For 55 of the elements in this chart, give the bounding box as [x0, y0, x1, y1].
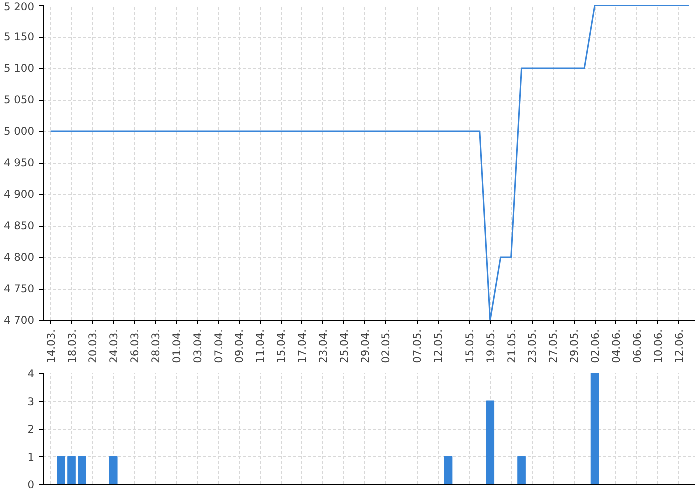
y-tick-label: 3 — [28, 395, 34, 408]
x-tick-label: 02.06. — [589, 329, 602, 364]
x-tick-label: 14.03. — [44, 329, 58, 364]
x-tick-label: 07.05. — [411, 329, 424, 364]
y-tick-label: 4 950 — [4, 156, 35, 170]
x-tick-label: 07.04. — [212, 329, 226, 364]
x-tick-label: 12.05. — [432, 329, 446, 364]
y-tick-label: 5 050 — [4, 94, 35, 106]
x-tick-label: 19.05. — [484, 329, 498, 364]
x-tick-label: 03.04. — [191, 329, 204, 364]
bar — [518, 456, 526, 484]
x-tick-label: 09.04. — [233, 329, 246, 364]
y-tick-label: 5 150 — [4, 30, 35, 44]
line-series — [50, 6, 690, 320]
x-tick-label: 24.03. — [108, 329, 121, 364]
bar — [444, 456, 453, 484]
x-tick-label: 10.06. — [652, 329, 665, 364]
bar — [486, 400, 495, 484]
x-tick-label: 12.06. — [672, 329, 686, 364]
x-tick-label: 29.05. — [568, 329, 582, 364]
bar — [78, 456, 86, 484]
y-tick-label: 4 — [28, 368, 35, 380]
y-tick-label: 4 900 — [4, 188, 35, 201]
x-tick-label: 11.04. — [254, 329, 268, 364]
x-tick-label: 27.05. — [547, 329, 560, 364]
x-tick-label: 18.03. — [66, 329, 79, 364]
x-tick-label: 25.04. — [338, 329, 351, 364]
bar — [57, 456, 66, 484]
y-tick-label: 5 000 — [4, 125, 35, 138]
x-tick-label: 23.04. — [316, 329, 330, 364]
x-tick-label: 02.05. — [380, 329, 393, 364]
x-tick-label: 01.04. — [170, 329, 184, 364]
y-tick-label: 4 800 — [4, 251, 35, 264]
bar — [109, 456, 118, 484]
y-tick-label: 0 — [28, 478, 35, 492]
y-tick-label: 4 850 — [4, 220, 35, 232]
y-tick-label: 4 700 — [4, 314, 35, 327]
x-tick-label: 26.03. — [128, 329, 142, 364]
x-tick-label: 23.05. — [526, 329, 540, 364]
bar — [68, 456, 76, 484]
x-tick-label: 29.04. — [358, 329, 372, 364]
x-tick-label: 28.03. — [149, 329, 162, 364]
y-tick-label: 4 750 — [4, 282, 35, 296]
x-tick-label: 06.06. — [630, 329, 644, 364]
y-tick-label: 5 100 — [4, 62, 35, 75]
x-tick-label: 15.05. — [463, 329, 476, 364]
x-tick-label: 21.05. — [505, 329, 518, 364]
x-tick-label: 17.04. — [296, 329, 309, 364]
x-tick-label: 15.04. — [275, 329, 288, 364]
x-tick-label: 04.06. — [610, 329, 623, 364]
x-tick-label: 20.03. — [86, 329, 100, 364]
bar — [590, 374, 600, 484]
y-tick-label: 2 — [28, 423, 34, 436]
y-tick-label: 1 — [28, 450, 34, 464]
y-tick-label: 5 200 — [4, 0, 35, 14]
